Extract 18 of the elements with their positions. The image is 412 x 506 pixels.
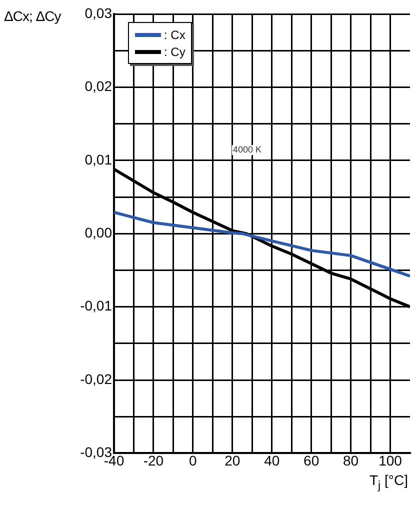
x-tick-label: 40 <box>264 452 280 468</box>
x-axis-title: T$_{j}$ [°C] <box>369 472 408 492</box>
y-tick-label: 0,01 <box>84 151 112 168</box>
y-tick-label: -0,02 <box>80 370 112 387</box>
x-tick-label: 0 <box>189 452 198 468</box>
x-tick-label: 20 <box>224 452 240 468</box>
y-tick-label: 0,03 <box>84 4 112 21</box>
x-tick-label: 80 <box>343 452 359 468</box>
legend-label: : Cy <box>164 44 186 58</box>
legend-label: : Cx <box>164 28 186 42</box>
y-tick-label: -0,01 <box>80 298 112 314</box>
y-tick-label: 0,00 <box>84 224 112 240</box>
annotation: 4000 K <box>232 144 262 155</box>
x-tick-label: 60 <box>304 452 320 468</box>
x-tick-label: 100 <box>378 452 402 468</box>
y-tick-label: 0,02 <box>84 78 112 94</box>
y-axis-title: ΔCx; ΔCy <box>4 8 61 24</box>
x-tick-label: -20 <box>143 452 164 468</box>
